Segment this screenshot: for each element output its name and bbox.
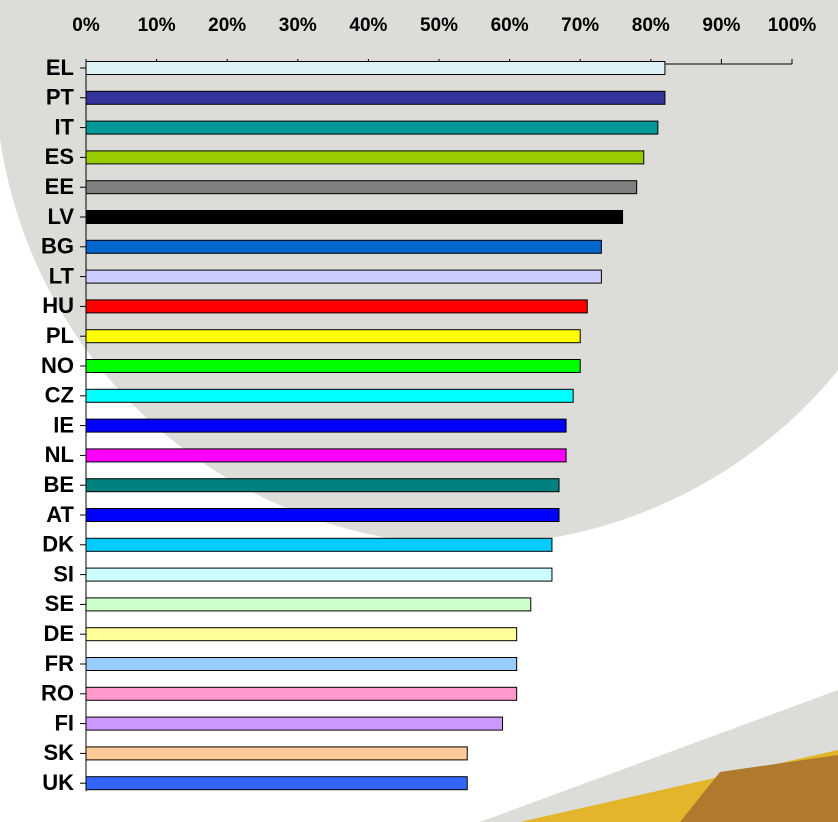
y-tick-label: SE: [45, 591, 74, 616]
y-tick-label: SI: [53, 561, 74, 586]
y-tick-label: EE: [45, 174, 74, 199]
bar: [86, 300, 587, 313]
bar: [86, 628, 517, 641]
bar: [86, 270, 601, 283]
x-tick-label: 100%: [768, 15, 817, 36]
y-tick-label: UK: [42, 770, 74, 795]
y-tick-label: EL: [46, 55, 74, 80]
bar: [86, 658, 517, 671]
y-tick-label: HU: [42, 293, 74, 318]
bar: [86, 598, 531, 611]
bar: [86, 449, 566, 462]
y-tick-label: BG: [41, 234, 74, 259]
bar: [86, 568, 552, 581]
bar: [86, 509, 559, 522]
y-tick-label: DK: [42, 532, 74, 557]
y-tick-label: PT: [46, 85, 75, 110]
y-tick-label: SK: [43, 740, 74, 765]
x-tick-label: 50%: [420, 15, 458, 36]
bar: [86, 121, 658, 134]
bar: [86, 777, 467, 790]
y-tick-label: LT: [49, 263, 75, 288]
x-tick-label: 80%: [632, 15, 670, 36]
y-tick-label: FR: [45, 651, 74, 676]
x-tick-label: 90%: [702, 15, 740, 36]
bar: [86, 91, 665, 104]
y-tick-label: IE: [53, 412, 74, 437]
chart: 0% 10% 20% 30% 40% 50% 60% 70% 80% 90% 100% EL PT IT E…: [0, 0, 838, 822]
x-tick-label: 20%: [208, 15, 246, 36]
bar: [86, 151, 644, 164]
bar: [86, 479, 559, 492]
bar: [86, 211, 623, 224]
page: {"chart_data": {"type": "bar", "orientat…: [0, 0, 838, 822]
y-tick-label: ES: [45, 144, 74, 169]
bar: [86, 62, 665, 75]
bar: [86, 747, 467, 760]
x-tick-label: 0%: [72, 15, 100, 36]
bar: [86, 330, 580, 343]
bar: [86, 717, 503, 730]
bar: [86, 538, 552, 551]
bar: [86, 360, 580, 373]
y-tick-label: NO: [41, 353, 74, 378]
y-tick-label: BE: [43, 472, 74, 497]
x-tick-label: 70%: [561, 15, 599, 36]
y-tick-label: CZ: [45, 383, 74, 408]
bar: [86, 181, 637, 194]
bar: [86, 419, 566, 432]
x-tick-label: 60%: [491, 15, 529, 36]
y-tick-label: RO: [41, 681, 74, 706]
x-tick-label: 30%: [279, 15, 317, 36]
bar: [86, 687, 517, 700]
x-tick-label: 10%: [138, 15, 176, 36]
y-tick-label: DE: [43, 621, 74, 646]
bar: [86, 389, 573, 402]
y-tick-label: NL: [45, 442, 74, 467]
bar: [86, 240, 601, 253]
x-tick-label: 40%: [349, 15, 387, 36]
y-tick-label: IT: [54, 114, 74, 139]
y-tick-label: AT: [46, 502, 74, 527]
y-tick-label: PL: [46, 323, 74, 348]
y-tick-label: LV: [48, 204, 75, 229]
y-tick-label: FI: [54, 710, 74, 735]
